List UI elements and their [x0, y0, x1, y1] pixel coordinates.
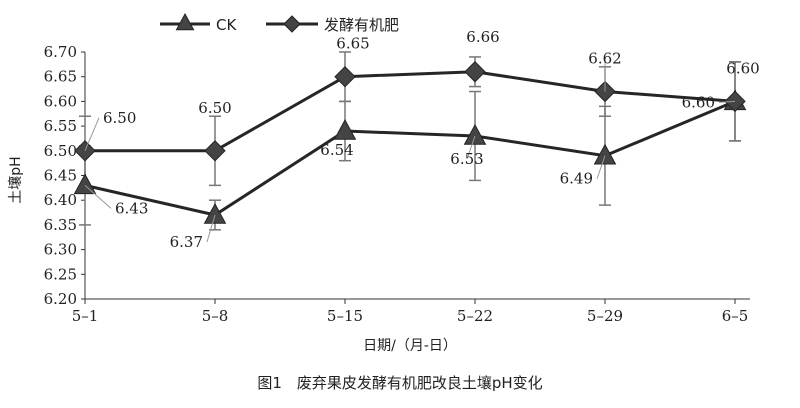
data-point — [334, 65, 356, 88]
series-line-organic-fertilizer — [85, 70, 736, 153]
data-point — [203, 202, 227, 224]
y-tick-label: 6.20 — [44, 290, 77, 308]
label-leader — [718, 100, 736, 103]
data-point — [73, 173, 97, 195]
x-tick-label: 5–29 — [587, 307, 623, 325]
data-label: 6.43 — [115, 199, 148, 217]
y-tick-label: 6.45 — [44, 167, 77, 185]
data-label: 6.62 — [588, 50, 621, 68]
label-leader — [206, 214, 216, 243]
y-tick-label: 6.50 — [44, 142, 77, 160]
data-label: 6.49 — [560, 170, 593, 188]
x-tick-label: 5–8 — [202, 307, 229, 325]
y-tick-label: 6.65 — [44, 68, 77, 86]
label-leader — [84, 117, 100, 151]
series-lines — [84, 70, 736, 217]
label-leader — [466, 135, 476, 160]
x-tick-label: 5–15 — [327, 307, 363, 325]
x-axis-label: 日期/（月-日） — [363, 338, 457, 354]
data-label: 6.65 — [336, 35, 369, 53]
data-labels: 6.43 6.37 6.54 6.53 6.49 6.60 6.50 6.50 6.65 6.66… — [84, 28, 760, 251]
data-label: 6.50 — [103, 109, 136, 127]
y-axis-label: 土壤pH — [7, 156, 24, 203]
data-point — [333, 118, 357, 140]
y-tick-label: 6.40 — [44, 191, 77, 209]
label-leader — [84, 185, 112, 209]
label-leader — [596, 155, 606, 179]
legend-marker-organic-fertilizer — [283, 15, 301, 33]
series-line-ck — [84, 100, 736, 217]
y-tick-label: 6.55 — [44, 117, 77, 135]
y-tick-label: 6.70 — [44, 43, 77, 61]
data-label: 6.37 — [170, 233, 203, 251]
data-point — [593, 143, 617, 165]
x-tick-label: 5–22 — [457, 307, 493, 325]
figure-caption: 图1 废弃果皮发酵有机肥改良土壤pH变化 — [257, 374, 542, 392]
data-label: 6.60 — [682, 93, 715, 111]
data-point — [463, 123, 487, 145]
legend-marker-ck — [175, 12, 195, 31]
data-label: 6.54 — [320, 141, 353, 159]
data-point — [464, 61, 486, 83]
legend-label-organic-fertilizer: 发酵有机肥 — [324, 16, 399, 34]
y-tick-label: 6.35 — [44, 216, 77, 234]
x-tick-label: 6–5 — [722, 307, 749, 325]
legend: CK 发酵有机肥 — [160, 12, 399, 34]
legend-label-ck: CK — [216, 16, 237, 34]
data-label: 6.60 — [726, 59, 759, 77]
data-point — [204, 140, 226, 162]
series-markers — [73, 61, 747, 224]
data-label: 6.66 — [466, 28, 499, 46]
y-tick-label: 6.25 — [44, 265, 77, 283]
y-tick-label: 6.30 — [44, 241, 77, 259]
data-label: 6.50 — [198, 99, 231, 117]
axes: 6.20 6.25 6.30 6.35 6.40 6.45 6.50 6.55 6.60 6.65… — [44, 43, 750, 325]
y-tick-label: 6.60 — [44, 92, 77, 110]
data-label: 6.53 — [450, 150, 483, 168]
x-tick-label: 5–1 — [72, 307, 99, 325]
